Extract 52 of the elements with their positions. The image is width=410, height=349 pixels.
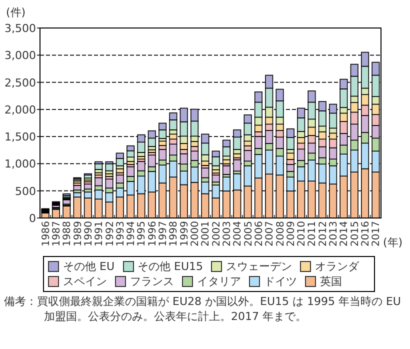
y-tick-label: 0: [29, 212, 36, 225]
y-tick-label: 3,000: [4, 49, 36, 62]
legend-label: 英国: [320, 274, 342, 289]
x-tick-label: 1992: [104, 221, 116, 246]
x-tick-label: 2015: [350, 221, 361, 246]
x-tick-label: 2003: [222, 221, 233, 246]
y-tick-label: 2,000: [4, 103, 36, 116]
y-tick-label: 500: [15, 184, 36, 198]
x-axis-title: (年): [383, 236, 403, 249]
x-tick-label: 2011: [307, 221, 318, 246]
x-tick-label: 1987: [51, 221, 62, 246]
x-tick-label: 1990: [83, 221, 94, 246]
x-tick-label: 2009: [286, 221, 297, 246]
x-tick-label: 2017: [371, 221, 382, 246]
legend-label: ドイツ: [264, 274, 297, 289]
x-tick-label: 2014: [339, 221, 350, 246]
x-tick-label: 1996: [147, 221, 158, 246]
y-tick-label: 1,000: [4, 158, 36, 171]
x-tick-label: 2012: [318, 221, 329, 246]
x-tick-label: 2006: [254, 221, 265, 246]
x-tick-label: 2016: [360, 221, 372, 246]
x-tick-label: 2013: [328, 221, 340, 246]
x-tick-label: 2005: [243, 221, 254, 246]
x-tick-label: 2008: [275, 221, 286, 246]
legend-label: オランダ: [315, 259, 359, 274]
legend-label: スペイン: [63, 274, 107, 289]
x-tick-label: 2000: [190, 221, 202, 246]
legend-label: その他 EU: [63, 259, 114, 274]
x-tick-label: 1988: [62, 221, 74, 246]
x-tick-label: 1995: [136, 221, 148, 246]
y-axis-title: (件): [6, 6, 26, 19]
y-tick-label: 2,500: [4, 76, 36, 90]
x-tick-label: 2002: [211, 221, 222, 246]
legend-label: その他 EU15: [138, 259, 203, 274]
x-tick-label: 2004: [232, 221, 244, 246]
x-tick-label: 1991: [94, 221, 106, 246]
x-tick-label: 1999: [179, 221, 190, 246]
x-tick-label: 1989: [72, 221, 84, 246]
y-tick-label: 3,500: [4, 22, 36, 35]
legend-label: イタリア: [197, 274, 241, 289]
x-tick-label: 1997: [158, 221, 170, 246]
x-tick-label: 1993: [115, 221, 126, 246]
legend-label: スウェーデン: [226, 259, 292, 274]
x-tick-label: 2010: [296, 221, 308, 246]
x-tick-label: 2007: [264, 221, 276, 246]
legend-label: フランス: [130, 274, 174, 289]
text: 備考：買収側最終親企業の国籍が EU28 か国以外。EU15 は 1995 年当時の EU 加盟国。公表分のみ。公表年に計上。2017 年まで。: [4, 294, 402, 324]
x-tick-label: 1998: [168, 221, 180, 246]
y-tick-label: 1,500: [4, 130, 36, 144]
x-tick-label: 1994: [126, 221, 138, 246]
x-tick-label: 2001: [200, 221, 212, 246]
x-tick-label: 1986: [40, 221, 52, 246]
